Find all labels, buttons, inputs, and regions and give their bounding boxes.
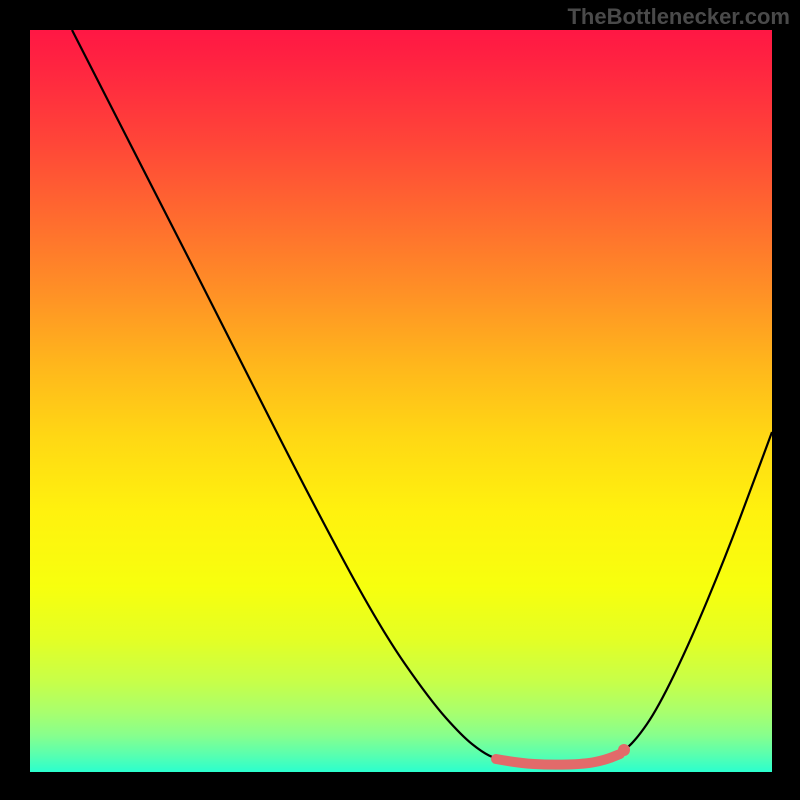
highlight-end-dot: [618, 744, 630, 756]
plot-area: [30, 30, 772, 772]
chart-svg: [30, 30, 772, 772]
watermark-text: TheBottlenecker.com: [567, 4, 790, 30]
gradient-background: [30, 30, 772, 772]
chart-container: TheBottlenecker.com: [0, 0, 800, 800]
